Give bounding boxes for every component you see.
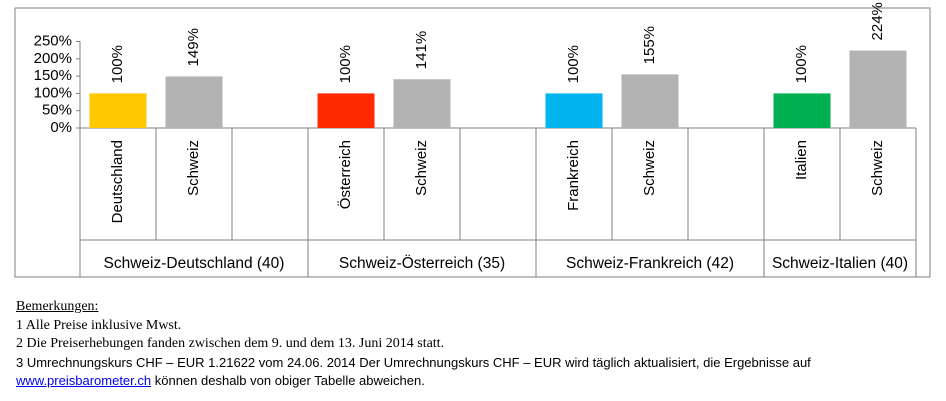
note: 1 Alle Preise inklusive Mwst. (16, 317, 182, 333)
bar (773, 93, 831, 128)
x-tick-label: Frankreich (565, 140, 582, 211)
bar (317, 93, 375, 128)
value-label: 100% (109, 45, 126, 83)
y-tick-label: 50% (42, 102, 72, 119)
group-label: Schweiz-Italien (40) (772, 255, 908, 272)
bar (89, 93, 147, 128)
x-tick-label: Schweiz (641, 140, 658, 196)
y-tick-label: 0% (50, 119, 72, 136)
x-tick-label: Schweiz (413, 140, 430, 196)
notes: Bemerkungen: 1 Alle Preise inklusive Mws… (16, 298, 811, 391)
value-label: 141% (413, 31, 430, 69)
note: 2 Die Preiserhebungen fanden zwischen de… (16, 336, 445, 351)
group-label: Schweiz-Deutschland (40) (104, 255, 285, 272)
x-tick-label: Deutschland (109, 140, 126, 223)
note-text: können deshalb von obiger Tabelle abweic… (151, 373, 425, 388)
bar (165, 76, 223, 128)
value-label: 149% (185, 28, 202, 66)
notes-heading: Bemerkungen: (16, 299, 99, 314)
value-label: 100% (793, 45, 810, 83)
note: 3 Umrechnungskurs CHF – EUR 1.21622 vom … (16, 354, 811, 370)
value-label: 100% (565, 45, 582, 83)
y-tick-label: 150% (34, 67, 72, 84)
value-label: 224% (869, 2, 886, 40)
value-label: 100% (337, 45, 354, 83)
link[interactable]: www.preisbarometer.ch (16, 373, 152, 388)
bar (545, 93, 603, 128)
y-tick-label: 250% (34, 32, 72, 49)
group-label: Schweiz-Frankreich (42) (566, 255, 734, 272)
chart: 0%50%100%150%200%250%100%Deutschland149%… (14, 2, 931, 278)
x-tick-label: Italien (793, 140, 810, 180)
x-tick-label: Schweiz (869, 140, 886, 196)
chart-frame (14, 7, 931, 278)
y-tick-label: 200% (34, 50, 72, 67)
x-tick-label: Schweiz (185, 140, 202, 196)
bar (393, 79, 451, 128)
x-tick-label: Österreich (336, 140, 354, 209)
bar (621, 74, 679, 128)
bar (849, 50, 907, 128)
y-tick-label: 100% (34, 84, 72, 101)
note: www.preisbarometer.ch können deshalb von… (16, 372, 811, 391)
value-label: 155% (641, 26, 658, 64)
group-label: Schweiz-Österreich (35) (339, 254, 505, 272)
